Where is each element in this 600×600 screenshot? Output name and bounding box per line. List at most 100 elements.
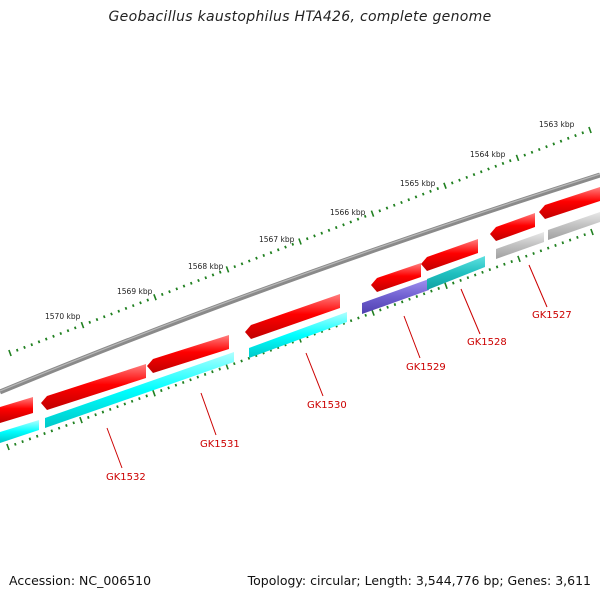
gene-label[interactable]: GK1529	[406, 362, 446, 373]
scale-label: 1565 kbp	[400, 179, 436, 188]
scale-tick	[581, 131, 585, 135]
scale-tick	[65, 424, 68, 427]
gene-GK1529[interactable]	[362, 279, 429, 314]
gene-label[interactable]: GK1530	[307, 400, 347, 411]
scale-tick	[23, 345, 26, 349]
scale-label: 1566 kbp	[330, 208, 366, 217]
scale-tick	[181, 381, 185, 384]
scale-tick	[117, 309, 121, 313]
scale-tick	[415, 295, 419, 298]
scale-tick	[72, 421, 75, 425]
forward-gene[interactable]	[245, 294, 340, 339]
scale-tick	[487, 167, 490, 171]
scale-tick	[80, 321, 85, 329]
scale-tick	[568, 238, 572, 242]
gene-GK1531[interactable]	[45, 352, 234, 428]
forward-gene[interactable]	[539, 187, 600, 219]
gene-GK1532[interactable]	[0, 420, 39, 443]
gene-label[interactable]: GK1527	[532, 310, 572, 321]
forward-gene[interactable]	[41, 364, 146, 410]
scale-tick	[8, 349, 12, 357]
scale-tick	[276, 248, 280, 252]
scale-tick	[481, 270, 484, 274]
scale-tick	[130, 399, 134, 403]
scale-tick	[262, 253, 266, 258]
scale-tick	[203, 372, 207, 376]
scale-tick	[342, 223, 345, 227]
scale-tick	[429, 189, 432, 193]
scale-tick	[444, 282, 448, 290]
gene-label[interactable]: GK1528	[467, 337, 507, 348]
scale-tick	[211, 273, 215, 277]
scale-tick	[95, 317, 99, 322]
scale-tick	[15, 348, 19, 352]
scale-tick	[43, 432, 46, 436]
scale-tick	[378, 209, 382, 213]
scale-tick	[167, 386, 170, 390]
scale-tick	[233, 362, 236, 366]
scale-tick	[59, 331, 63, 336]
scale-tick	[94, 413, 97, 417]
scale-tick	[269, 251, 273, 255]
scale-tick	[466, 276, 470, 280]
scale-tick	[356, 217, 360, 221]
scale-tick	[21, 440, 24, 444]
scale-tick	[211, 370, 214, 374]
scale-tick	[501, 161, 505, 166]
scale-tick	[116, 405, 119, 409]
scale-label: 1564 kbp	[470, 150, 506, 159]
scale-tick	[436, 186, 440, 191]
scale-tick	[182, 284, 186, 288]
forward-gene[interactable]	[0, 397, 33, 423]
scale-label: 1569 kbp	[117, 287, 153, 296]
scale-tick	[407, 198, 411, 202]
scale-tick	[590, 228, 594, 236]
scale-tick	[123, 402, 127, 406]
scale-tick	[139, 301, 142, 305]
scale-tick	[517, 255, 521, 263]
gene-label[interactable]: GK1532	[106, 472, 146, 483]
scale-label: 1570 kbp	[45, 312, 81, 321]
scale-tick	[57, 426, 61, 430]
scale-tick	[284, 245, 287, 249]
scale-tick	[525, 254, 528, 258]
gene-GK1527[interactable]	[496, 232, 544, 259]
gene-GK1530[interactable]	[249, 312, 347, 358]
scale-tick	[197, 278, 200, 283]
gene-label[interactable]: GK1531	[200, 439, 240, 450]
scale-label: 1563 kbp	[539, 120, 575, 129]
scale-tick	[537, 147, 541, 152]
scale-tick	[240, 359, 243, 363]
scale-tick	[52, 334, 55, 338]
scale-tick	[218, 367, 221, 371]
scale-tick	[494, 164, 498, 168]
scale-tick	[334, 225, 338, 230]
scale-tick	[145, 394, 148, 398]
forward-gene[interactable]	[421, 239, 478, 271]
scale-tick	[545, 145, 548, 149]
scale-tick	[124, 306, 128, 310]
scale-tick	[218, 270, 222, 274]
scale-tick	[503, 262, 506, 266]
forward-gene[interactable]	[490, 213, 535, 241]
scale-tick	[108, 407, 112, 411]
scale-tick	[370, 210, 375, 217]
scale-tick	[305, 237, 309, 241]
forward-gene[interactable]	[371, 263, 421, 292]
forward-gene[interactable]	[147, 335, 229, 373]
scale-tick	[196, 375, 200, 379]
topology-text: Topology: circular; Length: 3,544,776 bp…	[247, 573, 591, 588]
scale-tick	[554, 243, 557, 247]
gene-GK1528[interactable]	[427, 256, 485, 290]
scale-tick	[552, 142, 556, 146]
reverse-gene[interactable]	[548, 212, 600, 240]
scale-tick	[204, 276, 208, 280]
scale-tick	[422, 292, 426, 296]
scale-tick	[313, 234, 316, 238]
scale-tick	[174, 383, 178, 387]
scale-tick	[233, 265, 237, 269]
scale-tick	[349, 319, 353, 323]
reverse-gene-track	[0, 212, 600, 443]
scale-tick	[546, 246, 550, 250]
